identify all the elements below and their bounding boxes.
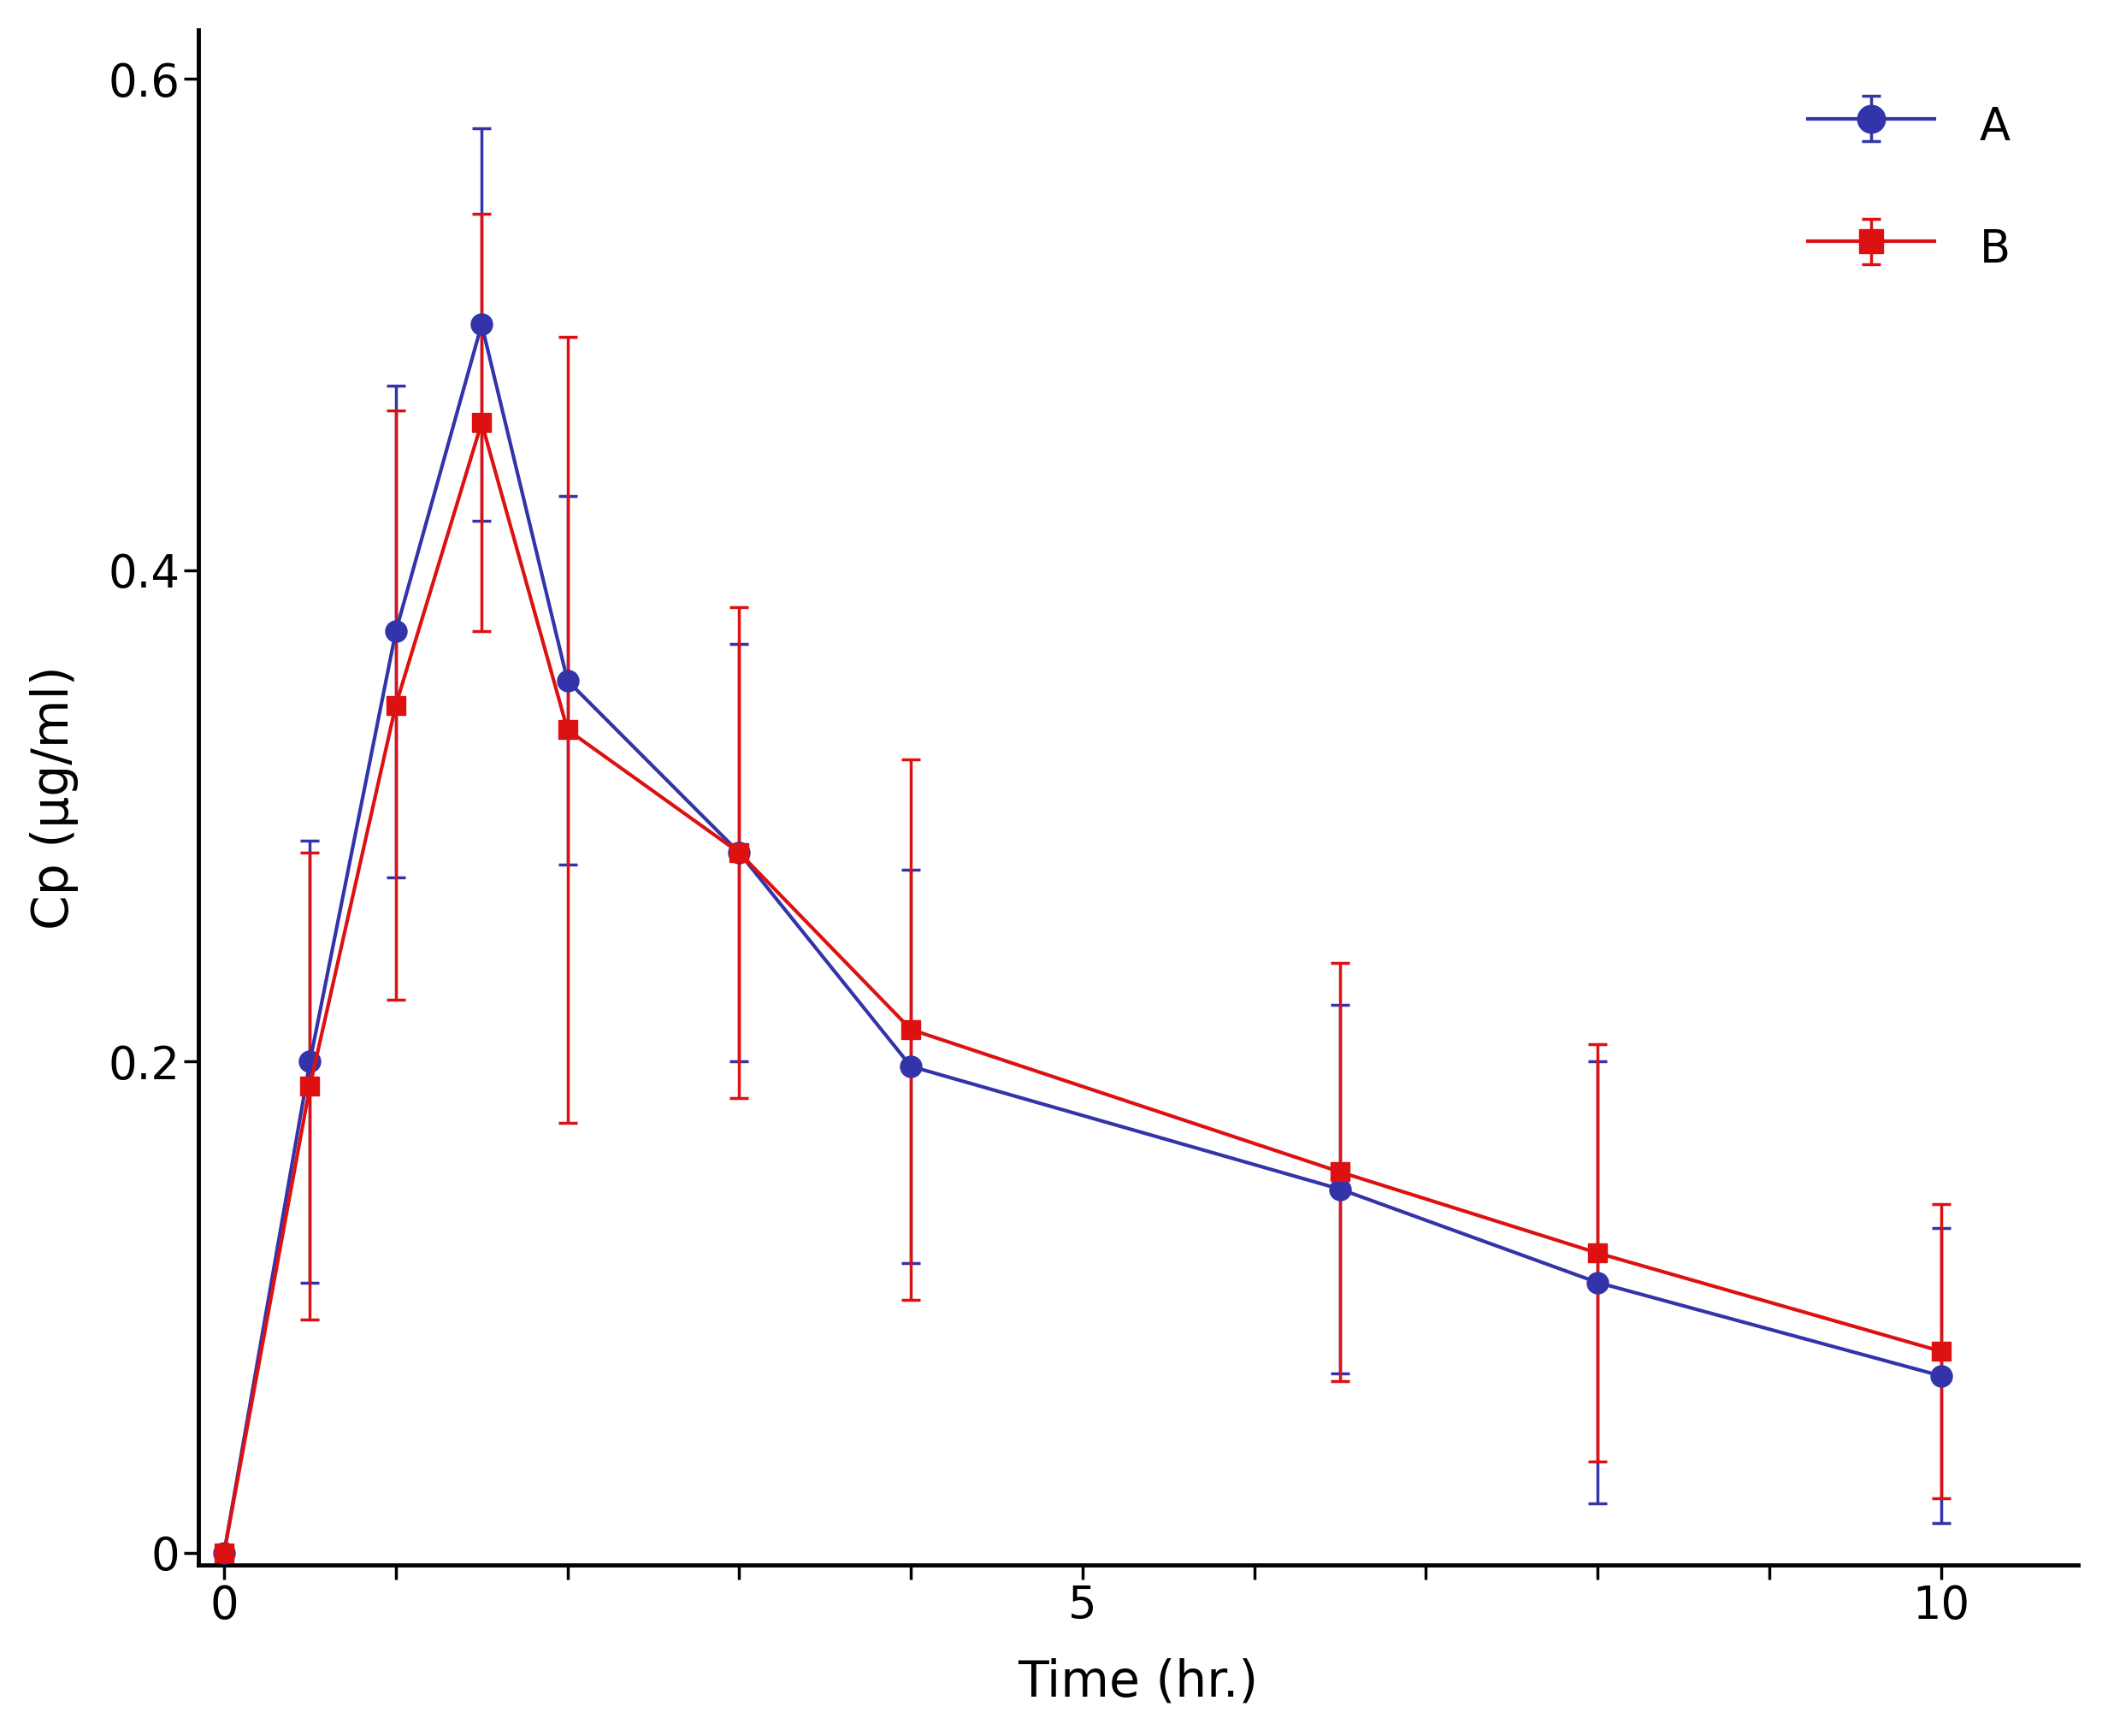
Legend: A, B: A, B xyxy=(1762,52,2055,321)
Y-axis label: Cp (μg/ml): Cp (μg/ml) xyxy=(30,665,78,929)
X-axis label: Time (hr.): Time (hr.) xyxy=(1018,1658,1258,1706)
